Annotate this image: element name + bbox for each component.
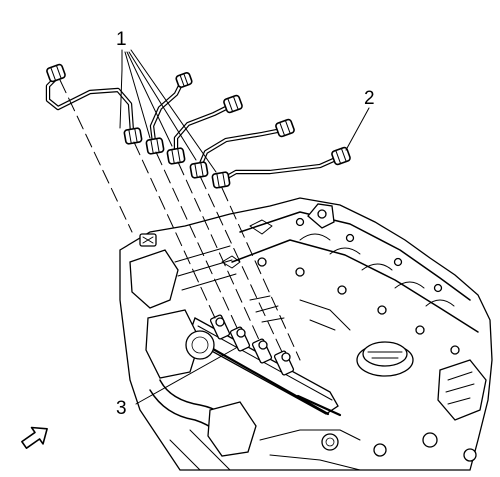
engine-assembly xyxy=(119,197,493,471)
callout-2: 2 xyxy=(364,88,375,109)
nut-injector-4 xyxy=(189,161,209,179)
nut-rail-4 xyxy=(275,118,295,138)
nut-rail-2 xyxy=(175,72,193,88)
nut-injector-2 xyxy=(145,137,165,155)
nut-injector-5 xyxy=(211,171,231,189)
pipe-nuts xyxy=(46,63,351,189)
fuel-injection-pipes xyxy=(45,73,341,189)
nut-rail-5 xyxy=(331,146,351,166)
nut-injector-3 xyxy=(166,147,186,165)
nut-rail-3 xyxy=(223,94,243,114)
view-direction-arrow-icon xyxy=(21,426,48,449)
cover-bolts xyxy=(257,217,460,355)
callout-leaders xyxy=(119,49,370,405)
installation-guide-lines xyxy=(59,79,301,361)
nut-injector-1 xyxy=(123,127,143,145)
callout-3: 3 xyxy=(116,398,127,419)
callout-1: 1 xyxy=(116,29,127,50)
nut-pump-left xyxy=(46,63,66,83)
fuel-injectors xyxy=(209,314,295,376)
sensor-connector xyxy=(139,233,157,247)
oil-filler-cap xyxy=(356,341,414,377)
